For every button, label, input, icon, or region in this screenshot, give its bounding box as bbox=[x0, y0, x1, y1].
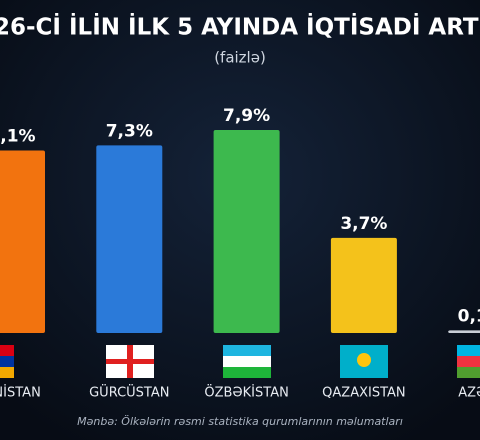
bar bbox=[213, 130, 280, 333]
x-tick-label: GÜRCÜSTAN bbox=[89, 384, 169, 401]
bar bbox=[330, 237, 397, 333]
bar bbox=[0, 150, 45, 333]
flags bbox=[0, 345, 480, 378]
x-tick-label: ƏNİSTAN bbox=[0, 385, 41, 401]
x-tick-label: QAZAXISTAN bbox=[322, 386, 405, 401]
source: Mənbə: Ölkələrin rəsmi statistika quruml… bbox=[77, 415, 403, 428]
value-label: 7,3% bbox=[106, 121, 153, 141]
value-label: 3,7% bbox=[340, 214, 387, 234]
value-label: 7,1% bbox=[0, 127, 36, 147]
x-tick-label: AZƏRB bbox=[458, 386, 480, 401]
bar bbox=[96, 145, 163, 333]
value-label: 7,9% bbox=[223, 106, 270, 126]
value-label: 0,1% bbox=[458, 306, 480, 326]
bar bbox=[448, 330, 480, 333]
x-tick-label: ÖZBƏKİSTAN bbox=[204, 384, 288, 401]
chart-title: 26-Cİ İLİN İLK 5 AYINDA İQTİSADİ ART bbox=[0, 13, 479, 41]
chart-subtitle: (faizlə) bbox=[214, 49, 266, 67]
